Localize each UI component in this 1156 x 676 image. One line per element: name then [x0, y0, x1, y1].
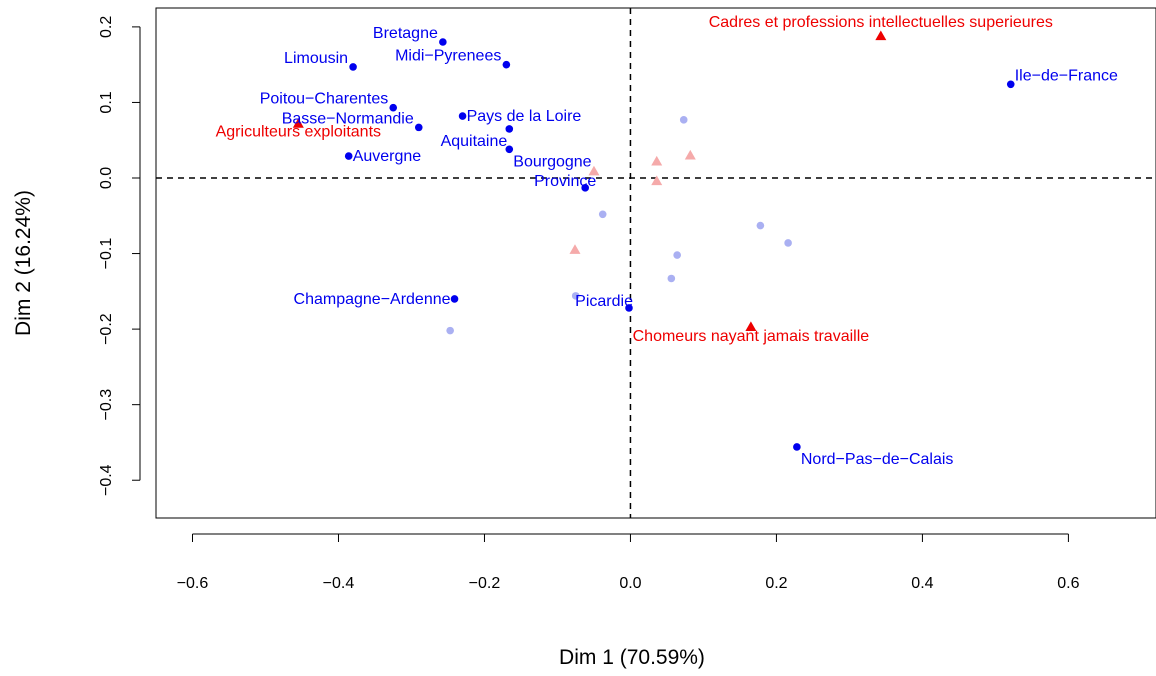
x-axis: −0.6 −0.4 −0.2 0.0 0.2 0.4 0.6 — [177, 533, 1080, 592]
y-tick-label: 0.1 — [98, 91, 115, 113]
triangle-marker — [292, 118, 304, 128]
point-marker — [439, 38, 447, 46]
triangle-marker — [684, 149, 696, 160]
point-marker — [784, 239, 792, 247]
point-label: Midi−Pyrenees — [395, 48, 501, 65]
y-axis: 0.2 0.1 0.0 −0.1 −0.2 −0.3 −0.4 — [98, 16, 141, 496]
point-label: Picardie — [575, 293, 633, 310]
y-tick-label: 0.2 — [98, 16, 115, 38]
point-labels: Bretagne Midi−Pyrenees Limousin Poitou−Char… — [216, 14, 1118, 468]
triangle-marker — [651, 155, 663, 166]
y-tick-label: −0.3 — [98, 389, 115, 421]
plot-frame — [155, 7, 1156, 519]
point-marker — [756, 221, 765, 230]
x-tick-label: 0.6 — [1057, 575, 1079, 592]
y-tick-label: −0.1 — [98, 238, 115, 270]
point-marker — [625, 304, 633, 312]
point-label: Bretagne — [373, 25, 438, 42]
point-marker — [505, 125, 514, 133]
point-label: Pays de la Loire — [467, 108, 582, 125]
triangle-marker — [588, 165, 600, 176]
point-marker — [505, 145, 514, 154]
point-marker — [667, 274, 676, 283]
point-marker — [446, 326, 454, 335]
x-tick-label: 0.0 — [619, 575, 641, 592]
point-marker — [679, 116, 688, 124]
triangle-marker — [569, 244, 581, 254]
point-marker — [344, 152, 353, 160]
x-tick-label: −0.2 — [469, 575, 501, 592]
y-axis-title: Dim 2 (16.24%) — [12, 190, 35, 336]
point-marker — [1006, 80, 1015, 89]
point-label: Province — [534, 173, 596, 190]
point-marker — [458, 112, 467, 120]
triangle-marker — [745, 321, 757, 331]
x-tick-label: 0.4 — [911, 575, 933, 592]
point-marker — [389, 103, 398, 112]
x-tick-label: 0.2 — [765, 575, 787, 592]
point-label: Limousin — [284, 50, 348, 67]
x-tick-label: −0.4 — [323, 575, 355, 592]
point-marker — [793, 443, 801, 451]
point-label: Cadres et professions intellectuelles su… — [709, 14, 1053, 31]
triangle-marker — [875, 30, 887, 41]
point-label: Ile−de−France — [1015, 67, 1118, 84]
point-label: Basse−Normandie — [282, 110, 414, 127]
point-label: Aquitaine — [441, 133, 508, 150]
point-label: Bourgogne — [513, 153, 591, 170]
point-marker — [414, 123, 423, 132]
point-label: Champagne−Ardenne — [294, 291, 451, 308]
point-label: Poitou−Charentes — [260, 91, 389, 108]
point-marker — [349, 63, 357, 71]
y-tick-label: −0.4 — [98, 464, 115, 496]
point-label: Agriculteurs exploitants — [216, 124, 381, 141]
point-marker — [581, 184, 589, 192]
y-tick-label: 0.0 — [98, 167, 115, 189]
point-marker — [598, 210, 607, 219]
point-label: Auvergne — [353, 148, 422, 165]
point-marker — [450, 295, 459, 303]
triangle-marker — [651, 175, 663, 186]
point-marker — [571, 292, 580, 300]
point-label: Nord−Pas−de−Calais — [801, 451, 954, 468]
point-marker — [673, 251, 681, 259]
x-axis-title: Dim 1 (70.59%) — [559, 646, 705, 669]
y-tick-label: −0.2 — [98, 313, 115, 345]
point-marker — [502, 60, 511, 69]
data-points — [292, 30, 1015, 451]
point-label: Chomeurs nayant jamais travaille — [633, 328, 870, 345]
x-tick-label: −0.6 — [177, 575, 209, 592]
